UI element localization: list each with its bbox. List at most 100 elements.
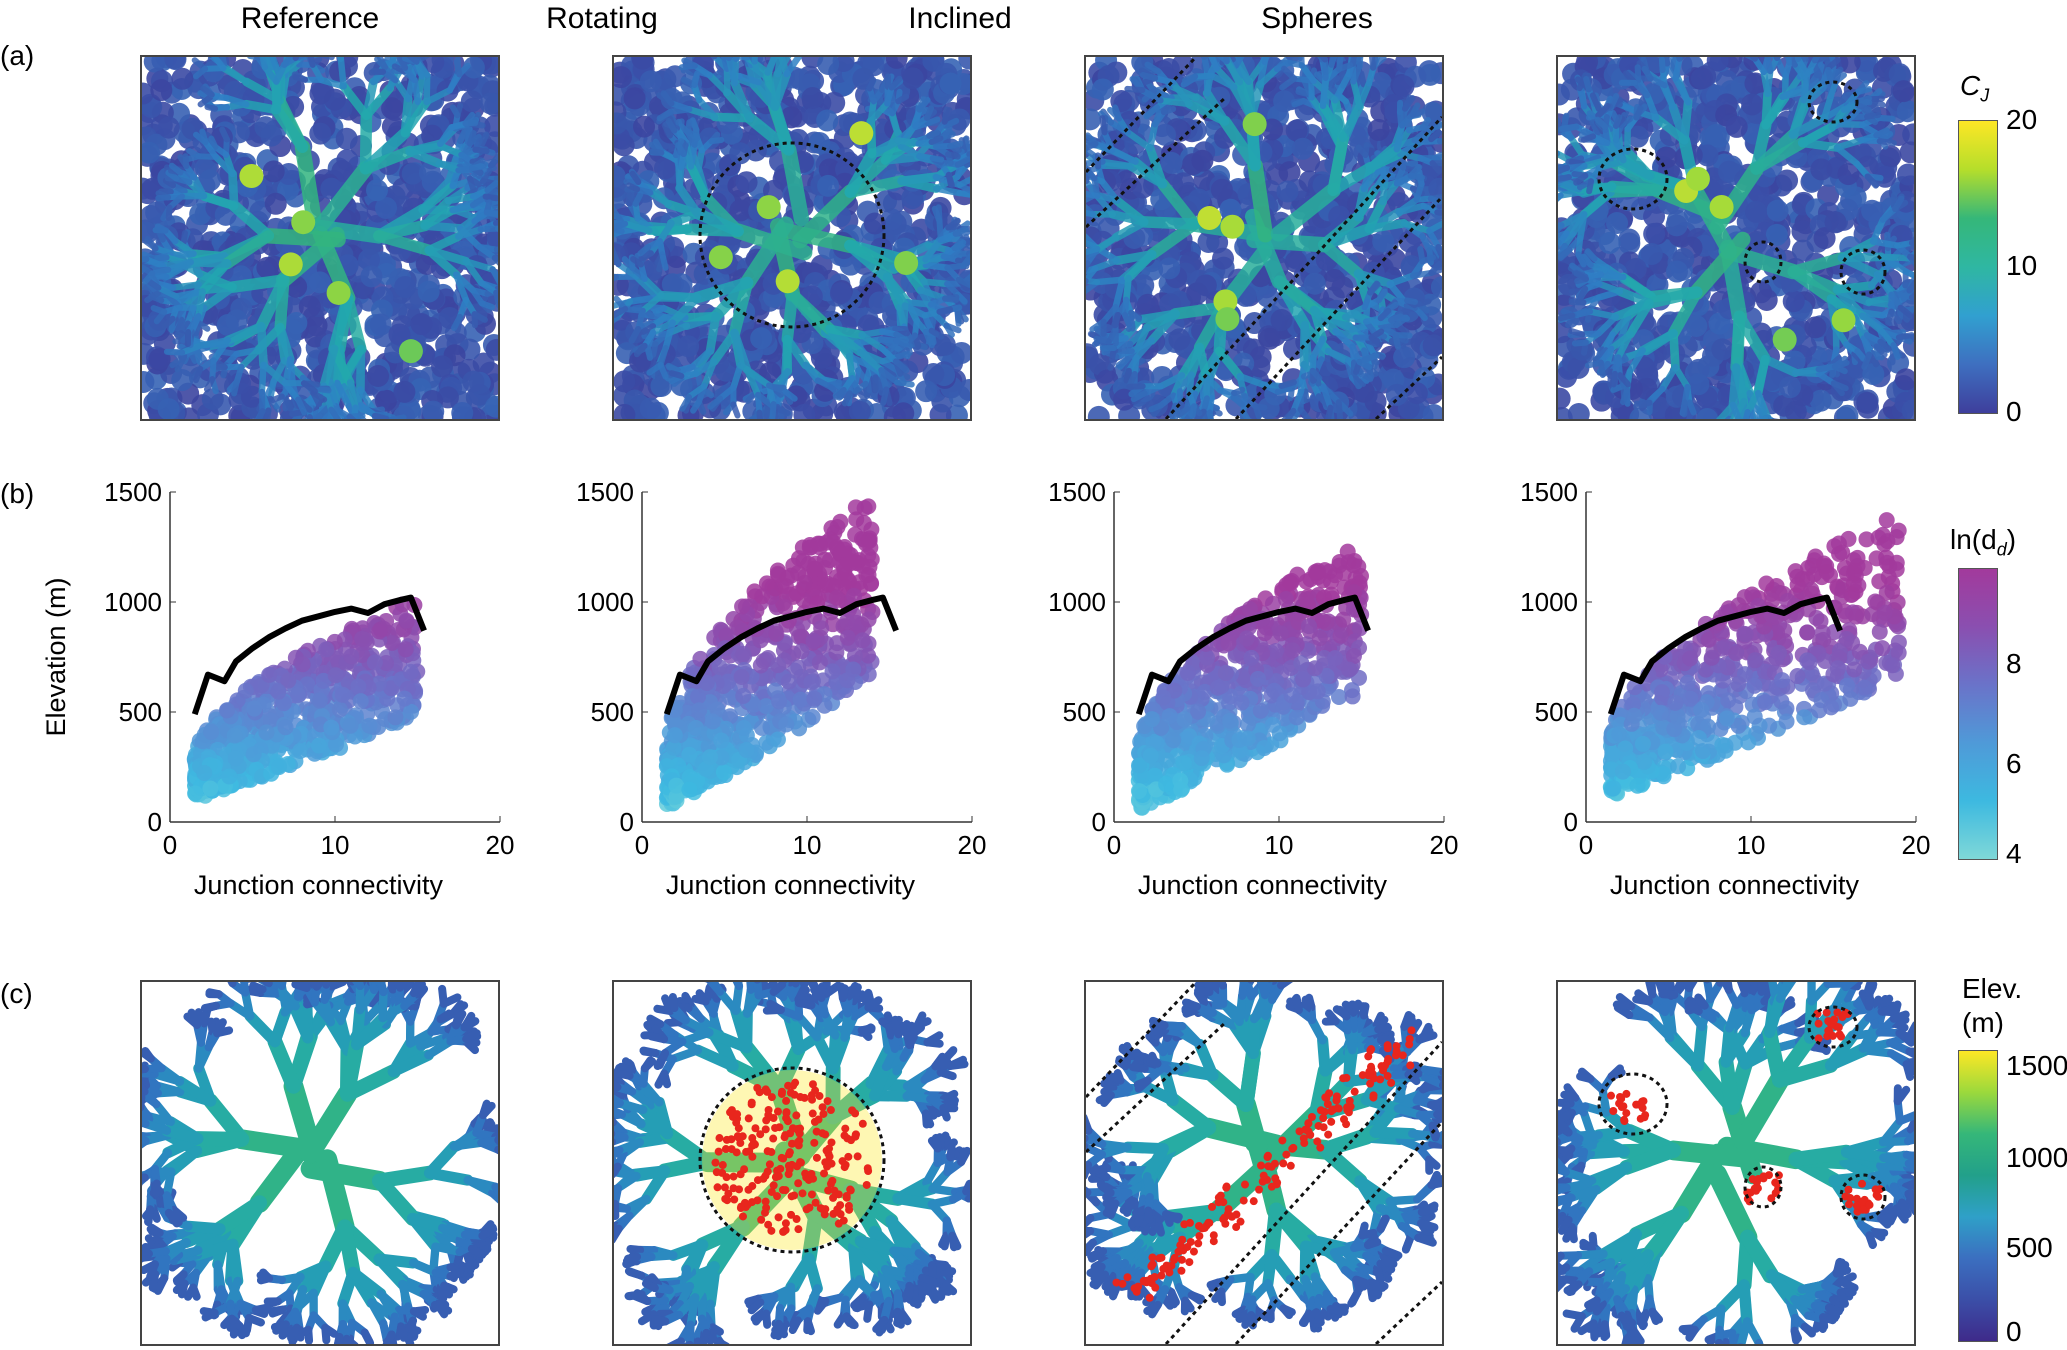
scatter-point: [1190, 703, 1207, 720]
colorbar-c-tick: 500: [2006, 1232, 2053, 1263]
x-tick-label: 20: [1430, 830, 1459, 860]
scatter-point: [666, 727, 683, 744]
y-tick-label: 0: [1092, 807, 1106, 837]
scatter-point: [698, 674, 715, 691]
colorbar-b: [1958, 568, 1998, 860]
scatter-point: [1747, 652, 1764, 669]
scatter-point: [1239, 730, 1256, 747]
scatter-point: [327, 667, 344, 684]
scatter-point: [768, 626, 785, 643]
scatter-point: [1331, 688, 1348, 705]
scatter-point: [202, 780, 219, 797]
scatter-point: [811, 654, 828, 671]
elevation-map-rotating: [612, 980, 972, 1346]
scatter-point: [203, 723, 220, 740]
scatter-point: [1629, 777, 1646, 794]
scatter-point: [1199, 649, 1216, 666]
scatter-point: [1703, 649, 1720, 666]
scatter-point: [1746, 677, 1763, 694]
scatter-point: [1860, 653, 1877, 670]
scatter-point: [1626, 707, 1643, 724]
scatter-point: [258, 724, 275, 741]
scatter-point: [1611, 726, 1628, 743]
scatter-point: [681, 781, 698, 798]
column-title-reference: Reference: [240, 2, 380, 35]
scatter-point: [783, 567, 800, 584]
scatter-point: [1787, 563, 1804, 580]
scatter-point: [1143, 711, 1160, 728]
scatter-point: [1679, 674, 1696, 691]
scatter-point: [1318, 667, 1335, 684]
scatter-point: [1812, 613, 1829, 630]
scatter-point: [702, 749, 719, 766]
scatter-point: [668, 777, 685, 794]
scatter-point: [846, 587, 863, 604]
mean-elevation-line: [1135, 594, 1371, 716]
scatter-point: [715, 764, 732, 781]
colorbar-c-title: Elev. (m): [1962, 973, 2023, 1038]
scatter-point: [752, 657, 769, 674]
y-tick-label: 1000: [1520, 587, 1578, 617]
scatter-point: [835, 559, 852, 576]
scatter-point: [1758, 575, 1775, 592]
colorbar-a-tick: 10: [2006, 250, 2038, 281]
scatter-point: [806, 690, 823, 707]
x-axis-label: Junction connectivity: [1138, 870, 1388, 900]
scatter-point: [1858, 531, 1875, 548]
scatter-point: [1890, 644, 1907, 661]
scatter-point: [839, 629, 856, 646]
scatter-point: [1817, 652, 1834, 669]
scatter-point: [1774, 672, 1791, 689]
scatter-point: [718, 627, 735, 644]
scatter-point: [1652, 661, 1669, 678]
scatter-point: [1746, 708, 1763, 725]
scatter-point: [361, 717, 378, 734]
scatter-point: [1221, 712, 1238, 729]
x-tick-label: 20: [486, 830, 515, 860]
cj-map-spheres: [1556, 55, 1916, 421]
x-tick-label: 0: [635, 830, 649, 860]
scatter-point: [819, 575, 836, 592]
x-tick-label: 10: [793, 830, 822, 860]
y-tick-label: 500: [1535, 697, 1578, 727]
cj-map-rotating: [612, 55, 972, 421]
scatter-point: [1298, 591, 1315, 608]
y-tick-label: 0: [1564, 807, 1578, 837]
scatter-point: [1669, 708, 1686, 725]
scatter-point: [1876, 536, 1893, 553]
x-tick-label: 10: [1265, 830, 1294, 860]
x-tick-label: 0: [163, 830, 177, 860]
scatter-point: [1614, 763, 1631, 780]
scatter-point: [270, 683, 287, 700]
scatter-chart-rotating: 0 10 20 0 500 1000 1500 Junction connectivity: [576, 477, 986, 900]
scatter-point: [713, 749, 730, 766]
drainage-network: [142, 982, 498, 1344]
mean-elevation-line: [1607, 594, 1843, 716]
scatter-point: [845, 661, 862, 678]
scatter-point: [828, 589, 845, 606]
scatter-point: [383, 634, 400, 651]
scatter-point: [733, 669, 750, 686]
scatter-point: [1778, 713, 1795, 730]
scatter-point: [1604, 746, 1621, 763]
y-tick-label: 0: [148, 807, 162, 837]
scatter-point: [1871, 573, 1888, 590]
scatter-point: [311, 692, 328, 709]
scatter-point: [1694, 742, 1711, 759]
scatter-point: [1697, 661, 1714, 678]
scatter-point: [858, 535, 875, 552]
scatter-point: [290, 687, 307, 704]
scatter-point: [758, 575, 775, 592]
scatter-point: [387, 709, 404, 726]
scatter-point: [1764, 592, 1781, 609]
scatter-point: [371, 623, 388, 640]
scatter-point: [323, 719, 340, 736]
scatter-point: [1243, 649, 1260, 666]
y-tick-label: 1000: [1048, 587, 1106, 617]
scatter-point: [403, 703, 420, 720]
elevation-map-spheres: [1556, 980, 1916, 1346]
scatter-point: [350, 678, 367, 695]
scatter-point: [354, 630, 371, 647]
scatter-point: [277, 719, 294, 736]
scatter-points: [186, 596, 426, 804]
